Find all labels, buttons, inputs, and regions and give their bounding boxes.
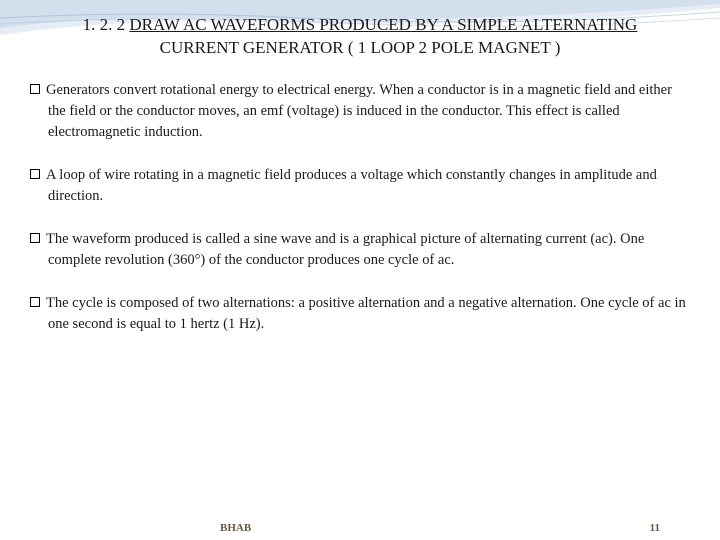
footer-author: BHAB — [220, 522, 251, 534]
bullet-marker-icon — [30, 169, 40, 179]
bullet-text: A loop of wire rotating in a magnetic fi… — [46, 167, 657, 204]
bullet-text: The waveform produced is called a sine w… — [46, 231, 644, 268]
bullet-item: Generators convert rotational energy to … — [30, 80, 690, 143]
bullet-marker-icon — [30, 297, 40, 307]
title-underlined: DRAW AC WAVEFORMS PRODUCED BY A SIMPLE A… — [129, 15, 637, 34]
bullet-item: The cycle is composed of two alternation… — [30, 293, 690, 335]
title-line2: CURRENT GENERATOR ( 1 LOOP 2 POLE MAGNET… — [160, 38, 561, 57]
footer-page-number: 11 — [650, 522, 660, 534]
bullet-item: A loop of wire rotating in a magnetic fi… — [30, 165, 690, 207]
title-prefix: 1. 2. 2 — [83, 15, 130, 34]
bullet-marker-icon — [30, 233, 40, 243]
bullet-marker-icon — [30, 84, 40, 94]
bullet-text: Generators convert rotational energy to … — [46, 82, 672, 140]
bullet-item: The waveform produced is called a sine w… — [30, 229, 690, 271]
slide-title: 1. 2. 2 DRAW AC WAVEFORMS PRODUCED BY A … — [0, 0, 720, 60]
slide-content: Generators convert rotational energy to … — [0, 60, 720, 335]
bullet-text: The cycle is composed of two alternation… — [46, 295, 686, 332]
